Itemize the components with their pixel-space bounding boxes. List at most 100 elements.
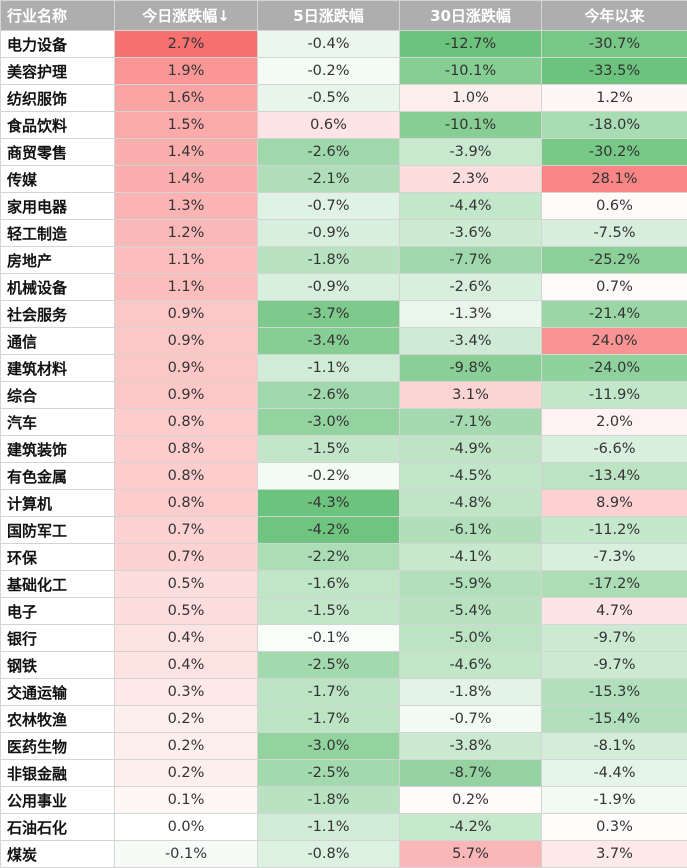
- header-30day-change[interactable]: 30日涨跌幅: [400, 1, 542, 31]
- industry-name-cell: 非银金融: [1, 760, 115, 787]
- 5day-change-cell: -0.4%: [258, 31, 400, 58]
- industry-name-cell: 交通运输: [1, 679, 115, 706]
- ytd-change-cell: -11.9%: [542, 382, 687, 409]
- ytd-change-cell: -24.0%: [542, 355, 687, 382]
- 5day-change-cell: -1.5%: [258, 436, 400, 463]
- today-change-cell: 0.8%: [115, 409, 258, 436]
- 5day-change-cell: -0.2%: [258, 58, 400, 85]
- ytd-change-cell: 0.7%: [542, 274, 687, 301]
- 30day-change-cell: -3.4%: [400, 328, 542, 355]
- today-change-cell: 0.2%: [115, 760, 258, 787]
- ytd-change-cell: -1.9%: [542, 787, 687, 814]
- 5day-change-cell: -4.3%: [258, 490, 400, 517]
- today-change-cell: 0.4%: [115, 652, 258, 679]
- 30day-change-cell: -4.8%: [400, 490, 542, 517]
- industry-name-cell: 国防军工: [1, 517, 115, 544]
- 5day-change-cell: -1.8%: [258, 787, 400, 814]
- 5day-change-cell: -2.1%: [258, 166, 400, 193]
- 30day-change-cell: -4.4%: [400, 193, 542, 220]
- 30day-change-cell: 0.2%: [400, 787, 542, 814]
- 5day-change-cell: -1.5%: [258, 598, 400, 625]
- ytd-change-cell: -30.7%: [542, 31, 687, 58]
- 5day-change-cell: -2.6%: [258, 382, 400, 409]
- 5day-change-cell: -2.6%: [258, 139, 400, 166]
- header-5day-change[interactable]: 5日涨跌幅: [258, 1, 400, 31]
- 30day-change-cell: -6.1%: [400, 517, 542, 544]
- header-today-change[interactable]: 今日涨跌幅↓: [115, 1, 258, 31]
- industry-name-cell: 房地产: [1, 247, 115, 274]
- today-change-cell: 1.2%: [115, 220, 258, 247]
- 30day-change-cell: -8.7%: [400, 760, 542, 787]
- 5day-change-cell: -0.8%: [258, 841, 400, 868]
- today-change-cell: 0.8%: [115, 490, 258, 517]
- 5day-change-cell: -1.1%: [258, 355, 400, 382]
- header-industry-name[interactable]: 行业名称: [1, 1, 115, 31]
- 30day-change-cell: -5.0%: [400, 625, 542, 652]
- industry-name-cell: 汽车: [1, 409, 115, 436]
- 5day-change-cell: -1.6%: [258, 571, 400, 598]
- 30day-change-cell: -10.1%: [400, 112, 542, 139]
- 5day-change-cell: -1.7%: [258, 679, 400, 706]
- today-change-cell: 0.2%: [115, 706, 258, 733]
- 5day-change-cell: -2.5%: [258, 652, 400, 679]
- 5day-change-cell: -3.0%: [258, 733, 400, 760]
- 5day-change-cell: 0.6%: [258, 112, 400, 139]
- header-ytd-change[interactable]: 今年以来: [542, 1, 687, 31]
- today-change-cell: 0.3%: [115, 679, 258, 706]
- ytd-change-cell: -25.2%: [542, 247, 687, 274]
- today-change-cell: 0.9%: [115, 382, 258, 409]
- today-change-cell: 1.3%: [115, 193, 258, 220]
- today-change-cell: 0.7%: [115, 544, 258, 571]
- industry-name-cell: 计算机: [1, 490, 115, 517]
- table-row[interactable]: 煤炭-0.1%-0.8%5.7%3.7%: [1, 841, 687, 868]
- 5day-change-cell: -1.7%: [258, 706, 400, 733]
- 30day-change-cell: -3.9%: [400, 139, 542, 166]
- header-row: 行业名称 今日涨跌幅↓ 5日涨跌幅 30日涨跌幅 今年以来: [1, 1, 687, 31]
- 30day-change-cell: -4.6%: [400, 652, 542, 679]
- 5day-change-cell: -0.1%: [258, 625, 400, 652]
- 30day-change-cell: 3.1%: [400, 382, 542, 409]
- today-change-cell: 1.9%: [115, 58, 258, 85]
- industry-name-cell: 有色金属: [1, 463, 115, 490]
- 30day-change-cell: -5.4%: [400, 598, 542, 625]
- 30day-change-cell: -7.7%: [400, 247, 542, 274]
- industry-name-cell: 社会服务: [1, 301, 115, 328]
- today-change-cell: 0.8%: [115, 463, 258, 490]
- industry-name-cell: 传媒: [1, 166, 115, 193]
- industry-name-cell: 公用事业: [1, 787, 115, 814]
- 30day-change-cell: -4.5%: [400, 463, 542, 490]
- 5day-change-cell: -0.9%: [258, 274, 400, 301]
- ytd-change-cell: -11.2%: [542, 517, 687, 544]
- industry-name-cell: 纺织服饰: [1, 85, 115, 112]
